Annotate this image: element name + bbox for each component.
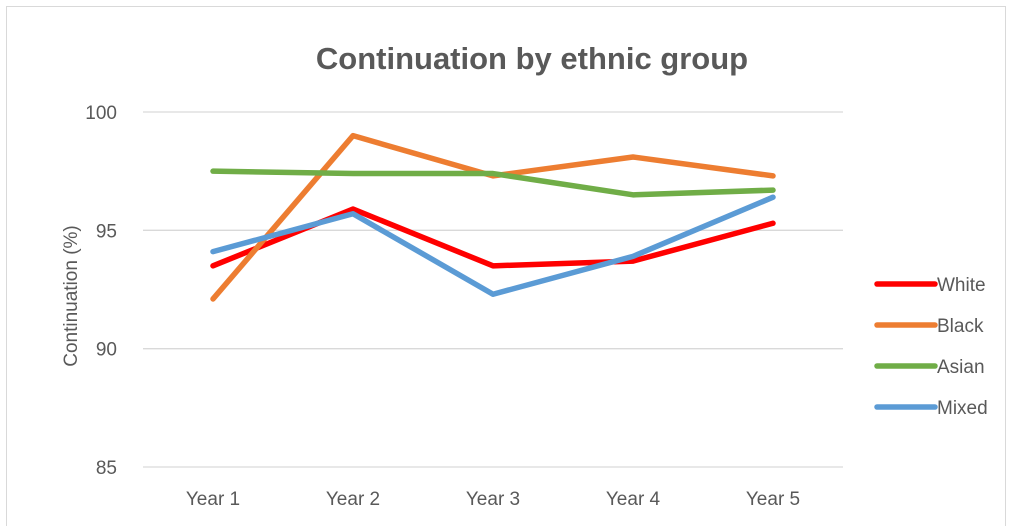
data-point-mixed [350,211,356,216]
gridlines [143,111,843,468]
series-line-white [210,206,776,269]
data-point-white [350,206,356,212]
data-point-mixed [630,254,636,259]
data-point-black [350,133,356,138]
data-point-asian [210,168,216,174]
data-point-asian [350,171,356,176]
chart-frame: Continuation by ethnic group Continuatio… [6,6,1006,526]
x-tick-label: Year 5 [746,489,800,510]
data-point-asian [490,171,496,176]
legend: White Black Asian Mixed [874,275,988,419]
data-point-white [210,263,216,269]
data-point-white [770,221,776,226]
y-tick-label: 95 [96,221,117,242]
data-point-black [210,296,216,302]
data-point-white [630,258,636,264]
series-line-black [210,132,776,302]
x-tick-label: Year 4 [606,489,661,510]
x-tick-label: Year 1 [186,489,240,510]
y-axis-label: Continuation (%) [61,225,82,367]
data-point-asian [630,192,636,198]
chart-title: Continuation by ethnic group [316,41,748,76]
data-point-mixed [490,292,496,297]
data-point-white [490,263,496,269]
y-tick-label: 90 [96,340,117,361]
x-tick-labels: Year 1 Year 2 Year 3 Year 4 Year 5 [186,489,800,510]
x-tick-label: Year 2 [326,489,380,510]
y-tick-label: 85 [96,458,117,479]
series-lines [210,132,776,302]
data-point-mixed [210,249,216,254]
data-point-asian [770,187,776,193]
line-chart: Continuation by ethnic group Continuatio… [61,41,988,510]
y-tick-label: 100 [85,103,117,124]
legend-label-black: Black [937,316,984,337]
legend-label-asian: Asian [937,357,985,378]
legend-label-white: White [937,275,986,296]
legend-label-mixed: Mixed [937,398,988,419]
data-point-black [770,173,776,179]
data-point-mixed [770,195,776,200]
data-point-black [630,154,636,160]
y-tick-labels: 85 90 95 100 [85,103,117,479]
x-tick-label: Year 3 [466,489,520,510]
